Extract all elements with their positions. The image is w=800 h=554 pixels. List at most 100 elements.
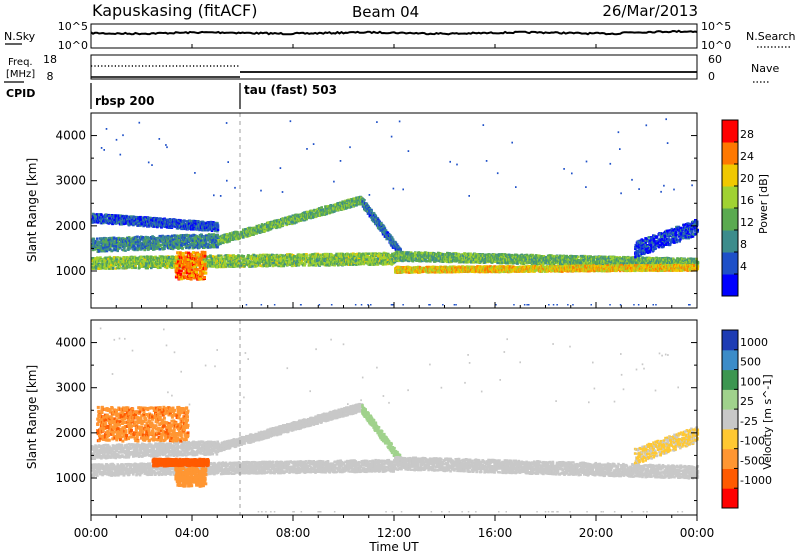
data-cell bbox=[210, 229, 214, 232]
data-cell bbox=[127, 242, 130, 245]
data-cell bbox=[358, 252, 361, 255]
data-cell bbox=[129, 215, 133, 218]
data-cell bbox=[204, 240, 208, 243]
data-cell bbox=[103, 240, 106, 244]
data-cell bbox=[173, 222, 177, 225]
data-cell bbox=[220, 255, 223, 259]
data-cell bbox=[220, 259, 223, 262]
data-cell bbox=[91, 244, 94, 247]
data-cell bbox=[173, 262, 176, 265]
data-cell bbox=[161, 237, 164, 240]
data-cell bbox=[243, 265, 246, 268]
data-cell bbox=[125, 256, 128, 259]
freq-label: Freq. bbox=[8, 57, 33, 68]
data-cell bbox=[121, 260, 124, 264]
data-cell bbox=[171, 247, 175, 250]
data-cell bbox=[261, 265, 264, 268]
data-cell bbox=[211, 239, 214, 242]
freq-left-tick-bottom: 8 bbox=[47, 70, 54, 83]
data-cell bbox=[271, 256, 274, 260]
data-cell bbox=[138, 262, 141, 265]
data-cell bbox=[112, 264, 115, 267]
data-cell bbox=[376, 257, 380, 260]
data-cell bbox=[157, 222, 161, 226]
data-cell bbox=[288, 260, 291, 263]
data-cell bbox=[207, 237, 210, 240]
data-cell bbox=[129, 258, 133, 262]
data-cell bbox=[145, 262, 149, 265]
data-cell bbox=[131, 246, 135, 249]
data-cell bbox=[223, 257, 227, 261]
data-cell bbox=[146, 267, 149, 270]
data-cell bbox=[240, 256, 243, 259]
data-cell bbox=[228, 232, 232, 235]
data-cell bbox=[323, 261, 326, 264]
data-cell bbox=[128, 247, 131, 250]
data-cell bbox=[216, 226, 220, 229]
data-cell bbox=[309, 261, 312, 264]
data-cell bbox=[120, 257, 123, 260]
data-cell bbox=[260, 223, 264, 226]
data-cell bbox=[157, 236, 160, 240]
data-cell bbox=[134, 266, 137, 270]
data-cell bbox=[289, 256, 293, 259]
data-cell bbox=[302, 253, 306, 256]
data-cell bbox=[254, 263, 258, 266]
data-cell bbox=[240, 230, 243, 234]
data-cell bbox=[269, 256, 272, 259]
data-cell bbox=[193, 223, 197, 226]
data-cell bbox=[356, 261, 359, 265]
power-data-cells bbox=[91, 118, 700, 306]
data-cell bbox=[256, 226, 259, 229]
data-cell bbox=[108, 261, 111, 264]
data-cell bbox=[213, 265, 216, 268]
data-cell bbox=[161, 255, 164, 258]
data-cell bbox=[180, 222, 184, 225]
data-cell bbox=[91, 243, 94, 246]
data-cell bbox=[93, 243, 96, 246]
data-cell bbox=[134, 265, 137, 268]
noise-left-tick-bottom: 10^0 bbox=[58, 39, 88, 52]
noise-right-tick-bottom: 10^0 bbox=[701, 39, 731, 52]
noise-sky-line bbox=[90, 29, 698, 36]
data-cell bbox=[317, 259, 321, 263]
data-cell bbox=[165, 226, 169, 229]
data-cell bbox=[113, 237, 116, 240]
data-cell bbox=[96, 256, 99, 259]
data-cell bbox=[216, 235, 220, 238]
data-cell bbox=[150, 255, 153, 258]
data-cell bbox=[216, 224, 220, 227]
data-cell bbox=[95, 247, 98, 251]
data-cell bbox=[123, 246, 126, 250]
data-cell bbox=[208, 245, 212, 248]
data-cell bbox=[157, 245, 160, 249]
data-cell bbox=[111, 266, 115, 269]
data-cell bbox=[143, 238, 146, 242]
data-cell bbox=[291, 264, 294, 268]
data-cell bbox=[161, 260, 164, 264]
data-cell bbox=[189, 236, 193, 239]
noise-left-tick-top: 10^5 bbox=[58, 20, 88, 33]
data-cell bbox=[137, 222, 141, 226]
data-cell bbox=[337, 264, 340, 267]
data-cell bbox=[270, 225, 274, 228]
data-cell bbox=[91, 257, 95, 260]
data-cell bbox=[190, 225, 194, 229]
data-cell bbox=[108, 255, 112, 259]
freq-left-tick-top: 18 bbox=[43, 53, 57, 66]
date-title: 26/Mar/2013 bbox=[602, 2, 698, 20]
data-cell bbox=[237, 256, 241, 260]
data-cell bbox=[106, 243, 109, 246]
data-cell bbox=[135, 243, 139, 246]
data-cell bbox=[286, 259, 290, 263]
data-cell bbox=[246, 262, 249, 266]
data-cell bbox=[263, 264, 266, 268]
data-cell bbox=[277, 264, 280, 268]
freq-right-tick-top: 60 bbox=[708, 53, 722, 66]
data-cell bbox=[124, 249, 127, 252]
data-cell bbox=[171, 258, 174, 262]
data-cell bbox=[96, 260, 99, 264]
data-cell bbox=[209, 260, 212, 264]
data-cell bbox=[374, 260, 377, 263]
data-cell bbox=[165, 235, 168, 238]
